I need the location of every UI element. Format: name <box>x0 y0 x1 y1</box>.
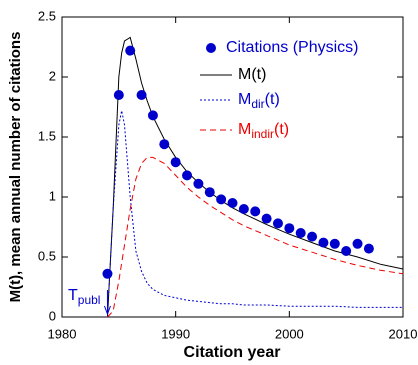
x-tick-label: 1980 <box>48 326 77 341</box>
data-point <box>170 157 181 168</box>
data-point <box>284 223 295 234</box>
legend-label: M(t) <box>238 66 266 83</box>
legend-label-part: indir <box>251 127 274 141</box>
y-axis-label: M(t), mean annual number of citations <box>7 32 24 303</box>
data-point <box>216 194 227 205</box>
legend-marker <box>206 43 216 53</box>
y-tick-label: 0.5 <box>38 248 56 263</box>
legend-label-part: (t) <box>265 91 280 108</box>
x-axis-label: Citation year <box>184 344 281 361</box>
legend-label: Citations (Physics) <box>226 39 358 56</box>
data-point <box>193 178 204 189</box>
data-point <box>238 204 249 214</box>
data-point <box>227 198 238 208</box>
data-point <box>102 268 113 279</box>
data-point <box>113 90 124 100</box>
data-point <box>159 139 170 150</box>
legend-label-part: dir <box>251 97 264 111</box>
legend-label: Mindir(t) <box>238 121 289 141</box>
x-tick-label: 2010 <box>389 326 418 341</box>
x-tick-label: 2000 <box>275 326 304 341</box>
annotation-arrowhead <box>103 305 111 316</box>
data-point <box>307 231 318 242</box>
data-point <box>250 206 261 217</box>
data-point <box>352 238 363 249</box>
y-tick-label: 2 <box>49 68 56 83</box>
y-tick-label: 1 <box>49 188 56 203</box>
y-tick-label: 1.5 <box>38 128 56 143</box>
annotation: Tpubl <box>68 287 100 307</box>
y-tick-label: 0 <box>49 308 56 323</box>
legend-label: Mdir(t) <box>238 91 280 111</box>
legend-label-part: M <box>238 91 251 108</box>
y-tick-label: 2.5 <box>38 8 56 23</box>
data-point <box>147 110 158 121</box>
data-point <box>204 187 215 198</box>
data-point <box>363 243 374 254</box>
annotation-part: T <box>68 287 78 304</box>
data-point <box>261 213 272 224</box>
data-point <box>272 218 283 229</box>
legend-label-part: M <box>238 121 251 138</box>
data-point <box>125 45 136 56</box>
annotation-part: publ <box>78 293 101 307</box>
data-point <box>136 90 147 100</box>
data-point <box>295 228 306 238</box>
legend-label-part: (t) <box>274 121 289 138</box>
series-line <box>106 110 403 318</box>
data-point <box>329 238 340 249</box>
x-tick-label: 1990 <box>161 326 190 341</box>
data-point <box>318 237 329 248</box>
plot-frame <box>61 16 404 318</box>
data-point <box>341 246 352 256</box>
series-line <box>107 156 404 318</box>
data-point <box>182 170 193 181</box>
